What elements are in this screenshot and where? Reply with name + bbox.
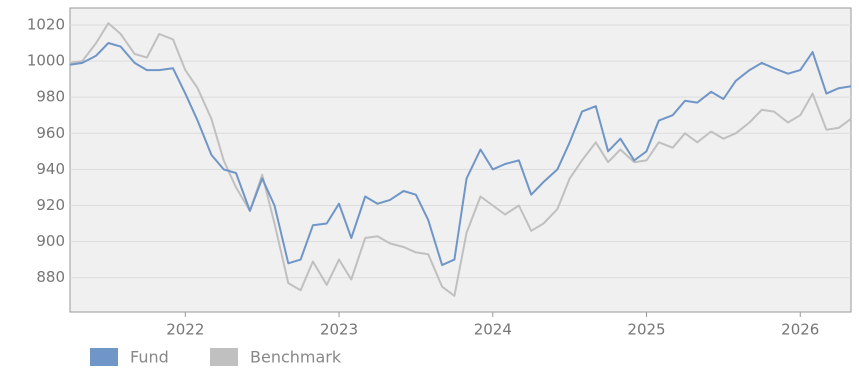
y-tick-label: 880 bbox=[36, 268, 65, 286]
legend-swatch bbox=[90, 348, 118, 366]
x-tick-label: 2024 bbox=[474, 321, 512, 339]
y-tick-label: 1000 bbox=[27, 52, 65, 70]
legend-label: Fund bbox=[130, 348, 169, 367]
series-line bbox=[69, 22, 852, 297]
x-tick-label: 2025 bbox=[627, 321, 665, 339]
y-tick-label: 920 bbox=[36, 196, 65, 214]
legend-swatch bbox=[210, 348, 238, 366]
x-tick-label: 2023 bbox=[320, 321, 358, 339]
y-tick-label: 980 bbox=[36, 88, 65, 106]
y-tick-label: 940 bbox=[36, 160, 65, 178]
y-tick-label: 960 bbox=[36, 124, 65, 142]
legend-label: Benchmark bbox=[250, 348, 342, 367]
series-line bbox=[69, 42, 852, 267]
x-tick-label: 2026 bbox=[781, 321, 819, 339]
y-tick-label: 900 bbox=[36, 232, 65, 250]
x-tick-label: 2022 bbox=[166, 321, 204, 339]
y-tick-label: 1020 bbox=[27, 15, 65, 33]
